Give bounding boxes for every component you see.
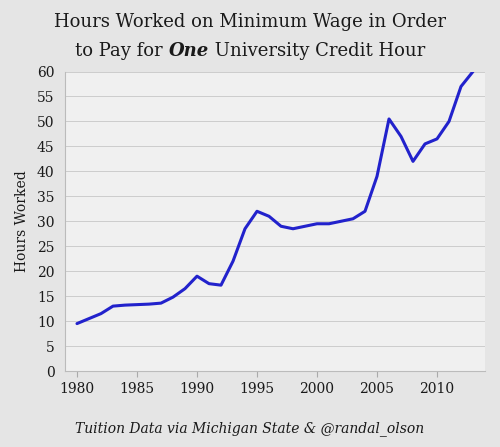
Y-axis label: Hours Worked: Hours Worked xyxy=(14,170,28,272)
Text: Hours Worked on Minimum Wage in Order: Hours Worked on Minimum Wage in Order xyxy=(54,13,446,31)
Text: to Pay for One University Credit Hour: to Pay for One University Credit Hour xyxy=(76,42,424,60)
Text: Tuition Data via Michigan State & @randal_olson: Tuition Data via Michigan State & @randa… xyxy=(76,421,424,436)
Text: University Credit Hour: University Credit Hour xyxy=(208,42,425,60)
Text: to Pay for: to Pay for xyxy=(75,42,168,60)
Text: One: One xyxy=(168,42,208,60)
